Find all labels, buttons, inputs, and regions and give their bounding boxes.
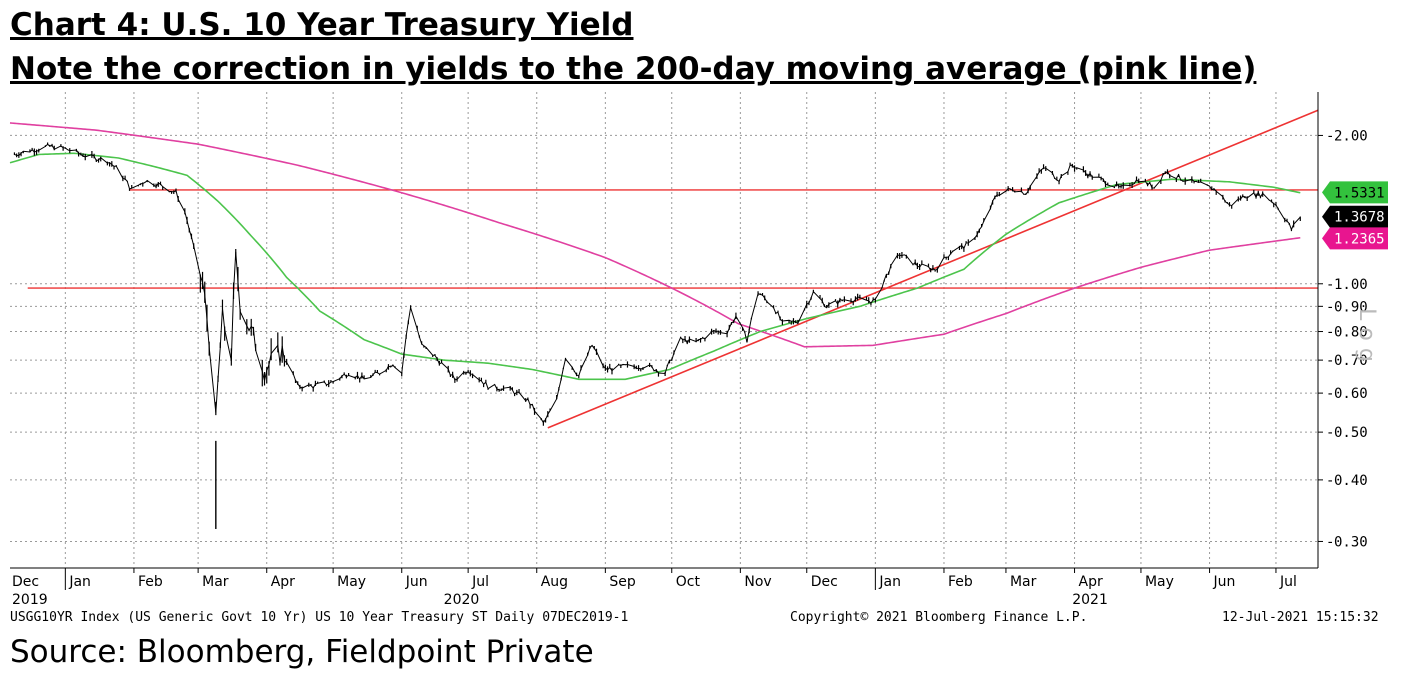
y-tick-marker: - xyxy=(1326,299,1334,315)
x-tick-label: Jun xyxy=(1213,574,1236,590)
treasury-yield-chart: 0.30-0.40-0.50-0.60-0.70-0.80-0.90-1.00-… xyxy=(9,92,1388,608)
y-axis-labels: 0.30-0.40-0.50-0.60-0.70-0.80-0.90-1.00-… xyxy=(1326,128,1368,550)
x-tick-label: Jan xyxy=(68,574,91,590)
y-tick-label: 0.80 xyxy=(1334,325,1368,341)
price-tag-label: 1.3678 xyxy=(1334,210,1385,226)
x-axis-labels: Dec Jan Feb Mar Apr May Jun Jul Aug Sep Oct Nov Dec J… xyxy=(12,574,1297,608)
moving-average-200-line xyxy=(9,122,1301,348)
y-tick-label: 0.50 xyxy=(1334,425,1368,441)
price-tag xyxy=(1322,227,1388,250)
price-line xyxy=(14,143,1301,424)
x-tick-label: Dec xyxy=(12,574,39,590)
grid xyxy=(10,92,1318,564)
y-tick-marker: - xyxy=(1326,425,1334,441)
y-tick-marker: - xyxy=(1326,325,1334,341)
y-tick-marker: - xyxy=(1326,128,1334,144)
axes xyxy=(10,92,1323,590)
x-tick-label: Sep xyxy=(609,574,636,590)
log-scale-label: L o g xyxy=(1354,308,1379,362)
moving-average-50-line xyxy=(9,152,1301,381)
y-tick-marker: - xyxy=(1326,277,1334,293)
x-tick-label: Jul xyxy=(1279,574,1297,590)
x-tick-label: Feb xyxy=(948,574,973,590)
x-tick-label: May xyxy=(337,574,366,590)
x-tick-label: Oct xyxy=(676,574,701,590)
x-tick-label: Nov xyxy=(744,574,771,590)
series-lines xyxy=(9,122,1301,529)
price-tag-label: 1.2365 xyxy=(1334,231,1385,247)
copyright: Copyright© 2021 Bloomberg Finance L.P. xyxy=(790,610,1088,625)
x-tick-label: May xyxy=(1145,574,1174,590)
x-tick-label: Aug xyxy=(541,574,568,590)
y-tick-label: 0.40 xyxy=(1334,473,1368,489)
x-tick-label: Mar xyxy=(202,574,229,590)
chart-subtitle: Note the correction in yields to the 200… xyxy=(10,51,1257,87)
y-tick-label: 0.60 xyxy=(1334,386,1368,402)
year-label: 2019 xyxy=(12,592,48,608)
x-tick-label: Jul xyxy=(471,574,489,590)
price-tags: 1.5331 1.3678 1.2365 xyxy=(1322,181,1388,250)
x-tick-label: Jun xyxy=(405,574,428,590)
chart-title: Chart 4: U.S. 10 Year Treasury Yield xyxy=(10,7,634,43)
y-tick-label: 2.00 xyxy=(1334,128,1368,144)
x-tick-label: Mar xyxy=(1010,574,1037,590)
y-tick-label: 0.30 xyxy=(1334,534,1368,550)
price-tag xyxy=(1322,181,1388,204)
x-tick-label: Feb xyxy=(138,574,163,590)
x-tick-label: Jan xyxy=(878,574,901,590)
y-tick-label: 1.00 xyxy=(1334,277,1368,293)
price-tag xyxy=(1322,205,1388,228)
year-label: 2021 xyxy=(1072,592,1108,608)
x-tick-label: Dec xyxy=(811,574,838,590)
year-label: 2020 xyxy=(444,592,480,608)
source-note: Source: Bloomberg, Fieldpoint Private xyxy=(10,634,594,670)
timestamp: 12-Jul-2021 15:15:32 xyxy=(1222,610,1379,625)
y-tick-marker: - xyxy=(1326,386,1334,402)
y-tick-label: 0.90 xyxy=(1334,299,1368,315)
y-tick-marker: - xyxy=(1326,473,1334,489)
index-description: USGG10YR Index (US Generic Govt 10 Yr) U… xyxy=(10,610,629,625)
x-tick-label: Apr xyxy=(271,574,295,590)
price-tag-label: 1.5331 xyxy=(1334,185,1385,201)
y-tick-marker: - xyxy=(1326,534,1334,550)
x-tick-label: Apr xyxy=(1079,574,1103,590)
y-tick-marker: - xyxy=(1326,353,1334,369)
y-tick-label: 0.70 xyxy=(1334,353,1368,369)
